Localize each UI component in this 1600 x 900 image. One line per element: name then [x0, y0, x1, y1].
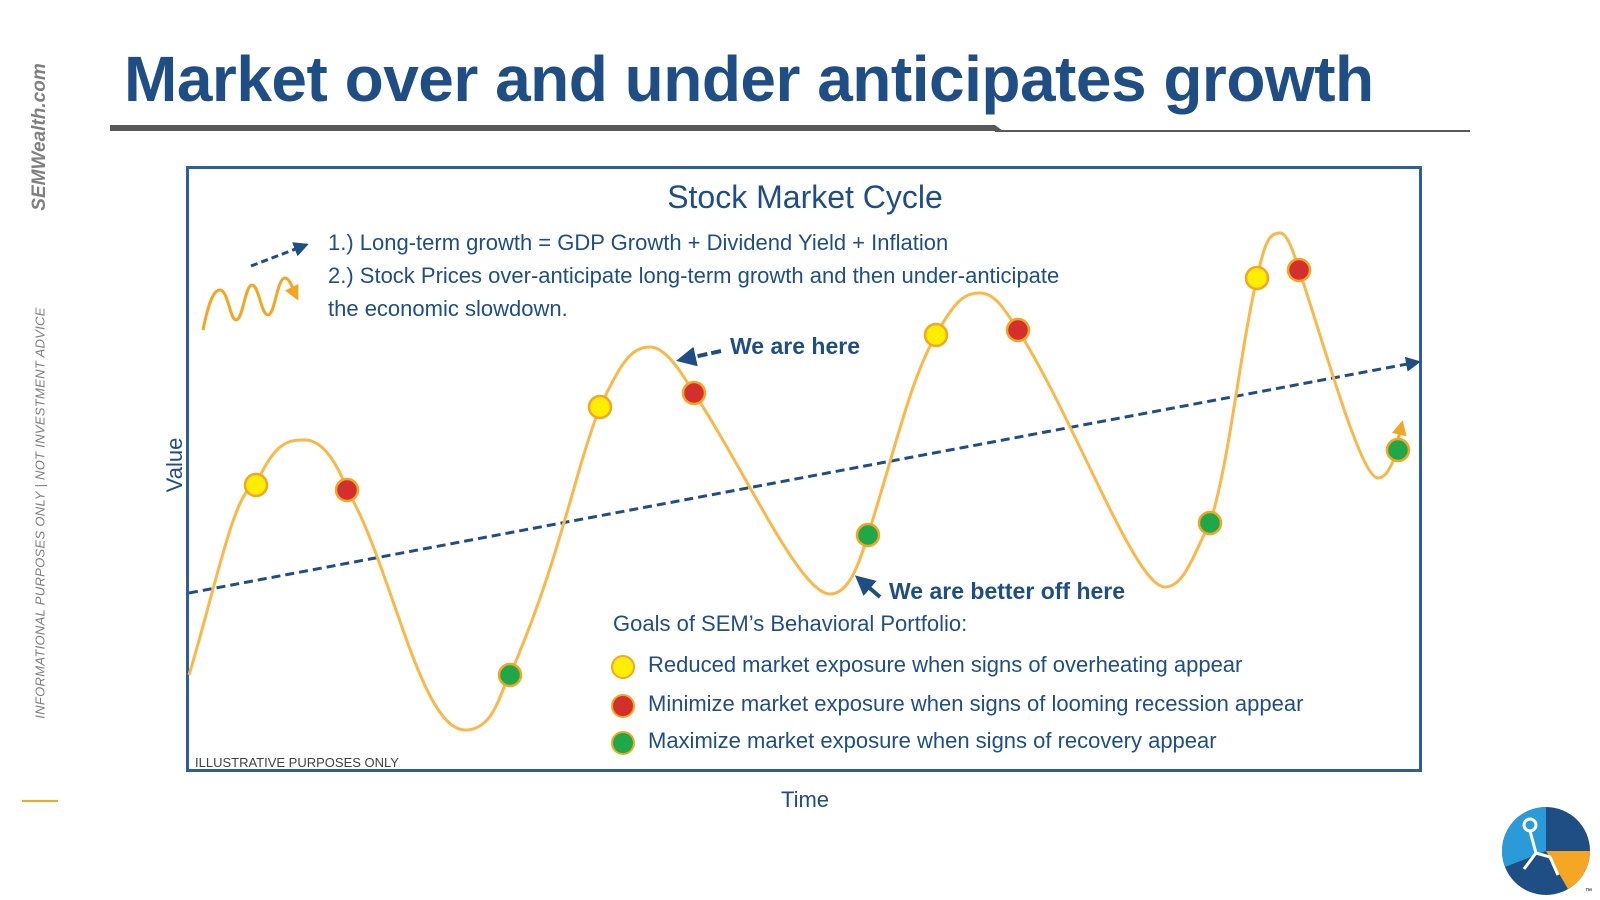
illustrative-footnote: ILLUSTRATIVE PURPOSES ONLY [195, 755, 399, 770]
here-arrow [676, 346, 722, 367]
trademark: ™ [1585, 888, 1592, 895]
yellow-cycle-dot [923, 322, 949, 348]
yellow-cycle-dot [587, 394, 613, 420]
diagram-frame [186, 166, 1422, 772]
green-cycle-dot [855, 522, 881, 548]
legend-text: Maximize market exposure when signs of r… [648, 728, 1217, 753]
red-cycle-dot [334, 477, 360, 503]
red-cycle-dot [1286, 257, 1312, 283]
green-cycle-dot [1197, 510, 1223, 536]
note-line-3: the economic slowdown. [328, 296, 568, 321]
curve-end-arrow [1391, 420, 1407, 441]
note-line-1: 1.) Long-term growth = GDP Growth + Divi… [328, 230, 949, 255]
red-cycle-dot [681, 380, 707, 406]
goals-title: Goals of SEM’s Behavioral Portfolio: [613, 611, 968, 636]
red-dot-icon [611, 694, 635, 718]
green-cycle-dot [497, 662, 523, 688]
red-cycle-dot [1005, 317, 1031, 343]
trend-line [188, 356, 1421, 595]
logo-icon [1501, 807, 1590, 895]
side-accent-dash [22, 800, 58, 802]
yellow-dot-icon [611, 655, 635, 679]
cycle-dots [243, 257, 1411, 688]
note-line-2: 2.) Stock Prices over-anticipate long-te… [328, 263, 1060, 288]
wave-arrow-icon [201, 276, 299, 331]
yellow-cycle-dot [1244, 265, 1270, 291]
y-axis-label: Value [162, 437, 187, 493]
x-axis-label: Time [780, 787, 830, 812]
green-dot-icon [611, 731, 635, 755]
legend-text: Minimize market exposure when signs of l… [648, 691, 1304, 716]
trend-arrow-icon [250, 242, 309, 268]
better-off-label: We are better off here [889, 578, 1126, 604]
green-cycle-dot [1385, 437, 1411, 463]
diagram-title: Stock Market Cycle [667, 179, 943, 215]
title-underline [110, 125, 1470, 132]
we-are-here-label: We are here [730, 333, 860, 359]
better-arrow [854, 575, 882, 599]
slide-title: Market over and under anticipates growth [124, 43, 1374, 115]
legend-text: Reduced market exposure when signs of ov… [648, 652, 1243, 677]
yellow-cycle-dot [243, 472, 269, 498]
